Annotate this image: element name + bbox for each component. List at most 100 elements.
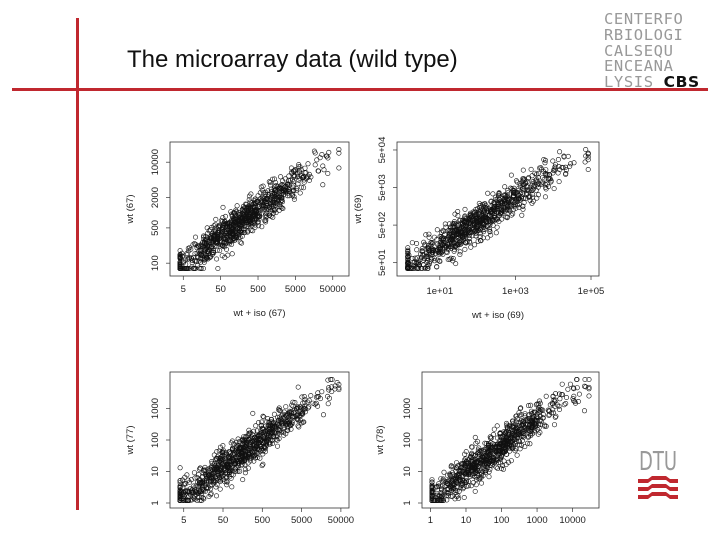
data-point [565, 153, 571, 159]
data-point [524, 184, 530, 190]
data-point [420, 262, 426, 268]
data-point [543, 423, 549, 429]
data-point [498, 466, 504, 472]
logo-line-1: CENTERFO [604, 10, 684, 28]
data-point [538, 165, 544, 171]
x-tick-label: 500 [250, 284, 266, 295]
data-point [470, 220, 476, 226]
data-point [542, 182, 548, 188]
data-point [271, 207, 277, 213]
data-point [493, 230, 499, 236]
y-axis-label: wt (67) [125, 194, 136, 224]
data-point [291, 187, 297, 193]
data-point [478, 480, 484, 486]
data-point [301, 185, 307, 191]
x-tick-label: 10000 [559, 515, 585, 526]
data-point [513, 178, 519, 184]
data-point [253, 216, 259, 222]
x-tick-label: 50 [215, 284, 226, 295]
data-point [455, 463, 461, 469]
data-point [514, 452, 520, 458]
data-point [503, 462, 509, 468]
data-point [257, 190, 263, 196]
data-point [462, 246, 468, 252]
data-point [411, 260, 417, 266]
data-point [286, 173, 292, 179]
data-point [194, 497, 200, 503]
data-point [530, 198, 536, 204]
data-point [513, 446, 519, 452]
data-point [562, 164, 568, 170]
data-point [236, 460, 242, 466]
data-point [300, 174, 306, 180]
data-point [256, 432, 262, 438]
data-point [252, 435, 258, 441]
data-point [336, 165, 342, 171]
data-point [510, 190, 516, 196]
data-point [234, 442, 240, 448]
data-point [308, 174, 314, 180]
data-point [468, 483, 474, 489]
data-point [289, 170, 295, 176]
data-point [553, 397, 559, 403]
x-tick-label: 500 [254, 515, 270, 526]
logo-line-4: ENCEANA [604, 57, 674, 76]
data-point [451, 219, 457, 225]
data-point [527, 187, 533, 193]
data-point [416, 265, 422, 271]
data-point [527, 193, 533, 199]
data-point [211, 223, 217, 229]
data-point [517, 412, 523, 418]
data-point [267, 212, 273, 218]
data-point [295, 416, 301, 422]
data-point [182, 491, 188, 497]
data-point [547, 176, 553, 182]
y-tick-label: 10000 [150, 149, 161, 175]
data-point [443, 249, 449, 255]
data-point [525, 422, 531, 428]
data-point [237, 455, 243, 461]
data-point [299, 394, 305, 400]
y-tick-label: 5e+02 [377, 212, 388, 239]
data-point [197, 242, 203, 248]
data-point [422, 242, 428, 248]
data-point [219, 253, 225, 259]
data-point [237, 234, 243, 240]
data-point [575, 398, 581, 404]
data-point [320, 182, 326, 188]
data-point [522, 444, 528, 450]
data-point [280, 420, 286, 426]
data-point [520, 206, 526, 212]
y-tick-label: 1000 [150, 398, 161, 419]
data-point [299, 420, 305, 426]
data-point [249, 438, 255, 444]
data-point [217, 242, 223, 248]
data-point [213, 216, 219, 222]
data-point [557, 396, 563, 402]
y-tick-label: 500 [150, 220, 161, 236]
data-point [487, 434, 493, 440]
data-point [462, 456, 468, 462]
data-point [329, 376, 335, 382]
data-point [220, 473, 226, 479]
data-point [412, 265, 418, 271]
data-point [440, 483, 446, 489]
data-point [203, 472, 209, 478]
data-point [556, 403, 562, 409]
data-point [465, 461, 471, 467]
data-point [253, 209, 259, 215]
data-point [495, 449, 501, 455]
data-point [257, 455, 263, 461]
data-point [482, 207, 488, 213]
data-point [232, 229, 238, 235]
data-point [177, 478, 183, 484]
data-point [505, 432, 511, 438]
data-point [217, 248, 223, 254]
y-axis-label: wt (78) [375, 425, 386, 455]
data-point [451, 485, 457, 491]
data-point [463, 231, 469, 237]
data-point [429, 493, 435, 499]
data-point [280, 429, 286, 435]
data-point [571, 160, 577, 166]
data-point [211, 248, 217, 254]
